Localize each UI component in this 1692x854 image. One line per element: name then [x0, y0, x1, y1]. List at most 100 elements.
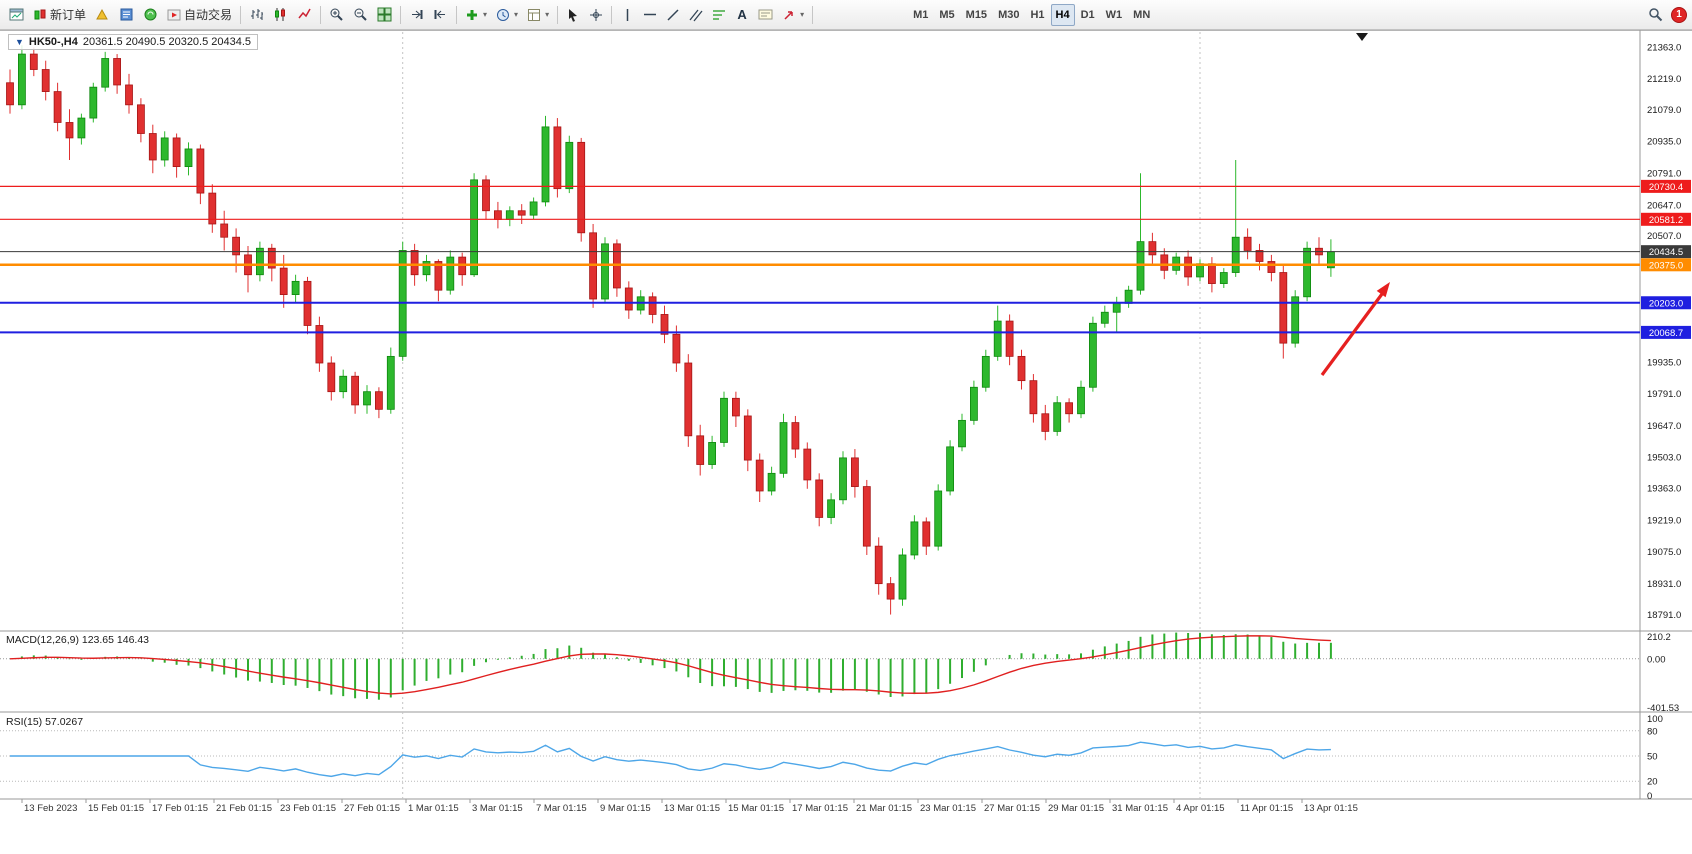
fibonacci-icon: [712, 8, 726, 22]
auto-scroll-button[interactable]: [405, 4, 428, 26]
svg-text:20434.5: 20434.5: [1649, 247, 1683, 258]
chart-shift-button[interactable]: [429, 4, 452, 26]
svg-text:15 Feb 01:15: 15 Feb 01:15: [88, 803, 144, 814]
svg-text:20730.4: 20730.4: [1649, 182, 1683, 193]
svg-text:7 Mar 01:15: 7 Mar 01:15: [536, 803, 587, 814]
auto-scroll-icon: [409, 7, 424, 22]
chevron-down-icon: ▾: [545, 10, 550, 19]
svg-text:21079.0: 21079.0: [1647, 105, 1681, 116]
vertical-line-button[interactable]: [616, 4, 638, 26]
svg-text:80: 80: [1647, 726, 1658, 737]
svg-text:18931.0: 18931.0: [1647, 579, 1681, 590]
svg-text:19935.0: 19935.0: [1647, 357, 1681, 368]
fibonacci-button[interactable]: [708, 4, 730, 26]
crosshair-button[interactable]: [585, 4, 607, 26]
toolbar-separator: [456, 5, 458, 24]
chevron-down-icon: ▾: [483, 10, 488, 19]
indicators-plus-icon: [465, 8, 479, 22]
svg-text:17 Mar 01:15: 17 Mar 01:15: [792, 803, 848, 814]
svg-text:18791.0: 18791.0: [1647, 610, 1681, 621]
tile-windows-icon: [377, 7, 392, 22]
cursor-icon: [566, 8, 580, 22]
toolbar-separator: [557, 5, 559, 24]
svg-text:19503.0: 19503.0: [1647, 453, 1681, 464]
chart-title-ohlc: 20361.5 20490.5 20320.5 20434.5: [82, 36, 252, 48]
connection-button[interactable]: [139, 4, 162, 26]
svg-text:21219.0: 21219.0: [1647, 74, 1681, 85]
market-watch-button[interactable]: [91, 4, 114, 26]
svg-text:19647.0: 19647.0: [1647, 421, 1681, 432]
arrows-shapes-button[interactable]: ▾: [778, 4, 808, 26]
crosshair-icon: [589, 8, 603, 22]
zoom-out-button[interactable]: [349, 4, 372, 26]
bar-chart-button[interactable]: [245, 4, 268, 26]
timeframe-m30-button[interactable]: M30: [998, 8, 1020, 21]
candlestick-chart-button[interactable]: [269, 4, 292, 26]
auto-trading-button[interactable]: 自动交易: [163, 4, 236, 26]
toolbar-separator: [400, 5, 402, 24]
zoom-in-button[interactable]: [325, 4, 348, 26]
svg-text:20: 20: [1647, 777, 1658, 788]
svg-text:19219.0: 19219.0: [1647, 515, 1681, 526]
candlestick-chart-icon: [273, 7, 288, 22]
metaeditor-button[interactable]: [115, 4, 138, 26]
main-toolbar: 新订单 自动交易 ▾ ▾: [0, 0, 1692, 30]
svg-text:15 Mar 01:15: 15 Mar 01:15: [728, 803, 784, 814]
timeframe-h4-button[interactable]: H4: [1050, 3, 1075, 26]
periods-button[interactable]: ▾: [492, 4, 522, 26]
text-label-button[interactable]: [754, 4, 777, 26]
svg-text:17 Feb 01:15: 17 Feb 01:15: [152, 803, 208, 814]
channel-icon: [689, 8, 703, 22]
svg-text:20647.0: 20647.0: [1647, 200, 1681, 211]
notification-badge[interactable]: 1: [1671, 6, 1687, 23]
market-watch-icon: [95, 7, 110, 22]
svg-text:0: 0: [1647, 791, 1652, 802]
indicators-button[interactable]: ▾: [461, 4, 491, 26]
toolbar-separator: [611, 5, 613, 24]
search-button[interactable]: [1644, 4, 1667, 26]
rsi-label: RSI(15) 57.0267: [6, 716, 84, 728]
chart-title: ▼ HK50-,H4 20361.5 20490.5 20320.5 20434…: [8, 34, 259, 50]
timeframe-m15-button[interactable]: M15: [965, 8, 988, 21]
timeframe-m5-button[interactable]: M5: [939, 8, 955, 21]
text-label-icon: [758, 8, 773, 21]
svg-text:50: 50: [1647, 752, 1658, 763]
timeframe-d1-button[interactable]: D1: [1080, 8, 1095, 21]
svg-text:31 Mar 01:15: 31 Mar 01:15: [1112, 803, 1168, 814]
timeframe-h1-button[interactable]: H1: [1030, 8, 1045, 21]
zoom-in-icon: [329, 7, 344, 22]
chart-shift-icon: [433, 7, 448, 22]
svg-text:13 Feb 2023: 13 Feb 2023: [24, 803, 77, 814]
macd-label: MACD(12,26,9) 123.65 146.43: [6, 634, 150, 646]
svg-text:27 Feb 01:15: 27 Feb 01:15: [344, 803, 400, 814]
svg-text:210.2: 210.2: [1647, 632, 1671, 643]
chart-window-button[interactable]: [5, 4, 28, 26]
toolbar-right-group: 1: [1644, 4, 1687, 26]
text-button[interactable]: A: [731, 4, 753, 26]
text-a-icon: A: [737, 7, 747, 22]
tile-windows-button[interactable]: [373, 4, 396, 26]
new-order-button[interactable]: 新订单: [29, 4, 90, 26]
timeframe-m1-button[interactable]: M1: [913, 8, 929, 21]
channel-button[interactable]: [685, 4, 707, 26]
new-order-icon: [33, 8, 47, 22]
svg-text:21 Mar 01:15: 21 Mar 01:15: [856, 803, 912, 814]
svg-text:21363.0: 21363.0: [1647, 42, 1681, 53]
chevron-down-icon: ▾: [800, 10, 805, 19]
timeframe-w1-button[interactable]: W1: [1105, 8, 1123, 21]
chart-window-icon: [9, 7, 24, 22]
timeframe-mn-button[interactable]: MN: [1133, 8, 1151, 21]
price-chart-canvas[interactable]: 20730.4 20581.2 20434.5 20375.0 20203.0 20068…: [0, 30, 1692, 854]
bar-chart-icon: [249, 7, 264, 22]
trendline-button[interactable]: [662, 4, 684, 26]
cursor-button[interactable]: [562, 4, 584, 26]
svg-text:20375.0: 20375.0: [1649, 260, 1683, 271]
clock-icon: [496, 8, 510, 22]
svg-text:0.00: 0.00: [1647, 654, 1666, 665]
line-chart-button[interactable]: [293, 4, 316, 26]
chart-window: 20730.4 20581.2 20434.5 20375.0 20203.0 20068…: [0, 30, 1692, 854]
horizontal-line-button[interactable]: [639, 4, 661, 26]
templates-button[interactable]: ▾: [523, 4, 553, 26]
arrow-shape-icon: [782, 8, 796, 22]
symbol-dropdown-icon[interactable]: ▼: [15, 37, 24, 47]
